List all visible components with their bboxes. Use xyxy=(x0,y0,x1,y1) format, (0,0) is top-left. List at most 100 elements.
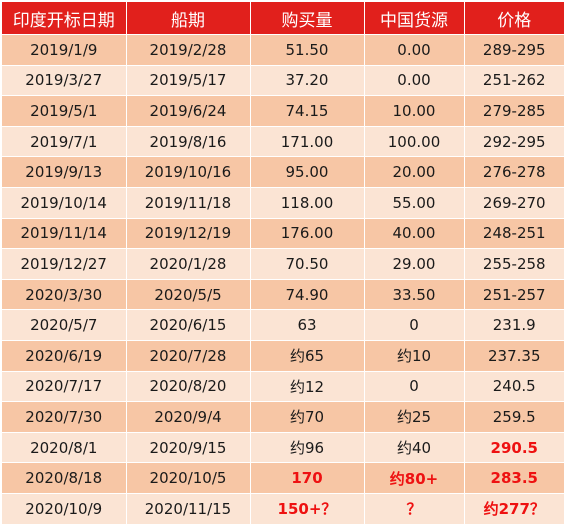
cell-china-supply: 约10 xyxy=(363,339,464,372)
cell-ship-date: 2020/6/15 xyxy=(125,309,250,341)
cell-china-supply: 0 xyxy=(363,370,464,402)
table-row: 2019/7/1 2019/8/16 171.00 100.00 292-295 xyxy=(2,125,564,157)
cell-price: 276-278 xyxy=(463,156,564,188)
table-row: 2020/5/7 2020/6/15 63 0 231.9 xyxy=(2,309,564,341)
cell-price: 240.5 xyxy=(463,370,564,402)
cell-china-supply: 55.00 xyxy=(363,186,464,219)
table-row: 2020/3/30 2020/5/5 74.90 33.50 251-257 xyxy=(2,278,564,310)
cell-tender-date: 2019/1/9 xyxy=(2,34,126,66)
cell-tender-date: 2020/10/9 xyxy=(2,492,126,524)
cell-price: 248-251 xyxy=(463,217,564,249)
cell-ship-date: 2019/10/16 xyxy=(125,156,250,188)
table-row: 2019/12/27 2020/1/28 70.50 29.00 255-258 xyxy=(2,248,564,280)
cell-china-supply: 0 xyxy=(363,309,464,341)
cell-tender-date: 2019/12/27 xyxy=(2,248,126,280)
cell-purchase-volume: 118.00 xyxy=(249,186,364,219)
cell-purchase-volume: 70.50 xyxy=(249,248,364,280)
cell-china-supply: 约80+ xyxy=(363,462,464,494)
cell-purchase-volume: 171.00 xyxy=(249,125,364,157)
cell-ship-date: 2020/9/4 xyxy=(125,401,250,433)
table-row: 2019/5/1 2019/6/24 74.15 10.00 279-285 xyxy=(2,95,564,127)
cell-ship-date: 2020/7/28 xyxy=(125,339,250,372)
cell-tender-date: 2020/6/19 xyxy=(2,339,126,372)
cell-tender-date: 2020/7/17 xyxy=(2,370,126,402)
cell-china-supply: ？ xyxy=(363,492,464,524)
table-row: 2020/8/18 2020/10/5 170 约80+ 283.5 xyxy=(2,462,564,494)
cell-price: 251-262 xyxy=(463,64,564,96)
cell-china-supply: 100.00 xyxy=(363,125,464,157)
table-row: 2020/6/19 2020/7/28 约65 约10 237.35 xyxy=(2,339,564,372)
table-row: 2020/7/30 2020/9/4 约70 约25 259.5 xyxy=(2,401,564,433)
cell-ship-date: 2020/5/5 xyxy=(125,278,250,310)
cell-purchase-volume: 63 xyxy=(249,309,364,341)
cell-tender-date: 2019/10/14 xyxy=(2,186,126,219)
cell-ship-date: 2019/5/17 xyxy=(125,64,250,96)
cell-purchase-volume: 74.90 xyxy=(249,278,364,310)
cell-price: 279-285 xyxy=(463,95,564,127)
cell-price: 289-295 xyxy=(463,34,564,66)
cell-china-supply: 33.50 xyxy=(363,278,464,310)
table-row: 2019/9/13 2019/10/16 95.00 20.00 276-278 xyxy=(2,156,564,188)
cell-tender-date: 2020/8/1 xyxy=(2,431,126,463)
cell-price: 290.5 xyxy=(463,431,564,463)
cell-purchase-volume: 约12 xyxy=(249,370,364,402)
table-row: 2019/1/9 2019/2/28 51.50 0.00 289-295 xyxy=(2,34,564,66)
cell-price: 231.9 xyxy=(463,309,564,341)
header-china-supply: 中国货源 xyxy=(363,2,464,35)
table-row: 2020/8/1 2020/9/15 约96 约40 290.5 xyxy=(2,431,564,463)
cell-china-supply: 29.00 xyxy=(363,248,464,280)
cell-purchase-volume: 176.00 xyxy=(249,217,364,249)
cell-ship-date: 2019/8/16 xyxy=(125,125,250,157)
cell-price: 283.5 xyxy=(463,462,564,494)
header-ship-date: 船期 xyxy=(125,2,250,35)
cell-price: 237.35 xyxy=(463,339,564,372)
cell-china-supply: 约25 xyxy=(363,401,464,433)
cell-ship-date: 2020/9/15 xyxy=(125,431,250,463)
cell-tender-date: 2020/8/18 xyxy=(2,462,126,494)
cell-purchase-volume: 约65 xyxy=(249,339,364,372)
cell-china-supply: 10.00 xyxy=(363,95,464,127)
header-tender-date: 印度开标日期 xyxy=(2,2,126,35)
cell-tender-date: 2020/5/7 xyxy=(2,309,126,341)
cell-purchase-volume: 74.15 xyxy=(249,95,364,127)
cell-purchase-volume: 150+？ xyxy=(249,492,364,524)
table-row: 2020/10/9 2020/11/15 150+？？约277？ xyxy=(2,492,564,524)
cell-ship-date: 2019/11/18 xyxy=(125,186,250,219)
cell-ship-date: 2020/8/20 xyxy=(125,370,250,402)
cell-purchase-volume: 170 xyxy=(249,462,364,494)
table-row: 2019/11/14 2019/12/19 176.00 40.00 248-251 xyxy=(2,217,564,249)
cell-ship-date: 2019/12/19 xyxy=(125,217,250,249)
table-row: 2019/10/14 2019/11/18 118.00 55.00 269-270 xyxy=(2,186,564,219)
table-row: 2019/3/27 2019/5/17 37.20 0.00 251-262 xyxy=(2,64,564,96)
cell-purchase-volume: 37.20 xyxy=(249,64,364,96)
cell-china-supply: 0.00 xyxy=(363,64,464,96)
cell-ship-date: 2020/1/28 xyxy=(125,248,250,280)
table-header-row: 印度开标日期 船期 购买量 中国货源 价格 xyxy=(2,2,564,35)
cell-tender-date: 2019/5/1 xyxy=(2,95,126,127)
cell-china-supply: 40.00 xyxy=(363,217,464,249)
cell-tender-date: 2020/7/30 xyxy=(2,401,126,433)
header-purchase-volume: 购买量 xyxy=(249,2,364,35)
cell-price: 约277？ xyxy=(463,492,564,524)
header-price: 价格 xyxy=(463,2,564,35)
cell-price: 255-258 xyxy=(463,248,564,280)
cell-tender-date: 2019/9/13 xyxy=(2,156,126,188)
cell-tender-date: 2019/11/14 xyxy=(2,217,126,249)
cell-ship-date: 2019/6/24 xyxy=(125,95,250,127)
cell-price: 259.5 xyxy=(463,401,564,433)
cell-ship-date: 2019/2/28 xyxy=(125,34,250,66)
table-row: 2020/7/17 2020/8/20 约12 0 240.5 xyxy=(2,370,564,402)
cell-price: 251-257 xyxy=(463,278,564,310)
cell-china-supply: 20.00 xyxy=(363,156,464,188)
cell-ship-date: 2020/10/5 xyxy=(125,462,250,494)
cell-china-supply: 0.00 xyxy=(363,34,464,66)
cell-tender-date: 2020/3/30 xyxy=(2,278,126,310)
cell-price: 269-270 xyxy=(463,186,564,219)
cell-purchase-volume: 51.50 xyxy=(249,34,364,66)
cell-tender-date: 2019/7/1 xyxy=(2,125,126,157)
cell-price: 292-295 xyxy=(463,125,564,157)
cell-purchase-volume: 约96 xyxy=(249,431,364,463)
cell-purchase-volume: 95.00 xyxy=(249,156,364,188)
